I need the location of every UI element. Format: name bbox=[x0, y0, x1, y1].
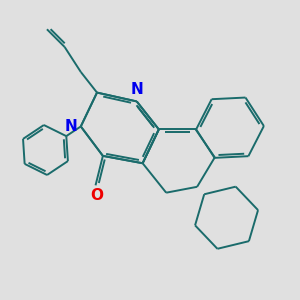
Text: O: O bbox=[91, 188, 103, 203]
Text: N: N bbox=[64, 119, 77, 134]
Text: N: N bbox=[130, 82, 143, 97]
